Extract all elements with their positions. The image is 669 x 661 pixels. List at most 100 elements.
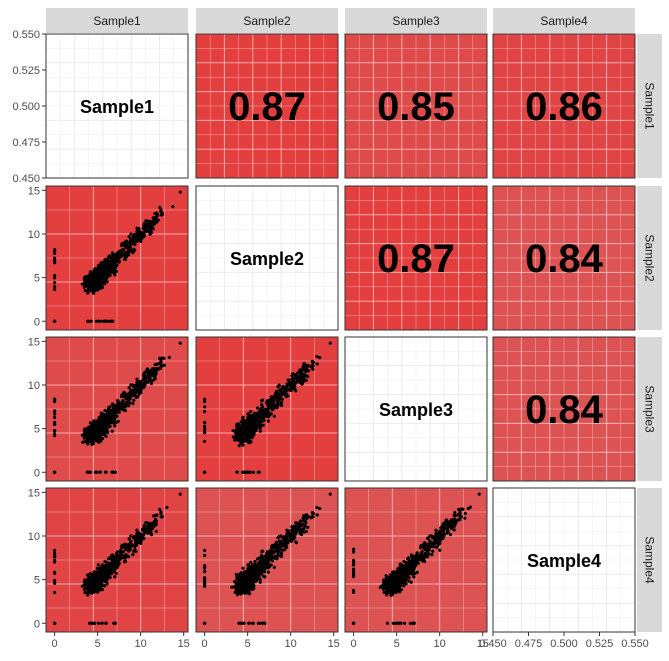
data-point: [128, 544, 132, 548]
data-point: [132, 535, 137, 539]
data-point: [296, 371, 300, 375]
data-point: [105, 280, 109, 284]
data-point: [235, 422, 240, 426]
data-point: [122, 403, 126, 407]
data-point: [268, 398, 273, 402]
data-point: [303, 369, 307, 373]
correlation-value: 0.87: [228, 85, 306, 129]
data-point: [299, 529, 303, 533]
data-point: [258, 429, 262, 433]
data-point: [303, 373, 307, 377]
data-point: [120, 242, 124, 246]
data-point: [97, 436, 102, 440]
data-point: [125, 252, 129, 256]
data-point: [123, 254, 127, 258]
data-point: [237, 583, 242, 587]
data-point: [112, 419, 117, 423]
data-point: [261, 423, 265, 427]
data-point: [146, 229, 150, 233]
data-point: [155, 513, 159, 518]
data-point: [203, 400, 207, 404]
data-point: [111, 404, 115, 408]
data-point: [246, 576, 250, 580]
data-point: [296, 376, 300, 380]
data-point: [142, 382, 146, 386]
data-point: [252, 574, 256, 578]
data-point: [53, 273, 57, 278]
data-point: [276, 554, 280, 558]
data-point: [83, 276, 87, 280]
panel-border: [195, 336, 339, 482]
data-point: [121, 399, 125, 403]
data-point: [286, 532, 290, 536]
data-point: [100, 587, 105, 592]
data-point: [97, 430, 101, 434]
data-point: [285, 528, 289, 532]
data-point: [290, 373, 294, 378]
data-point: [89, 577, 93, 581]
data-point: [131, 251, 135, 255]
data-point: [267, 406, 271, 410]
data-point: [88, 470, 93, 474]
data-point: [254, 426, 258, 430]
data-point: [264, 401, 269, 405]
data-point: [286, 541, 290, 545]
data-point: [235, 573, 240, 577]
diagonal-label: Sample2: [230, 249, 304, 269]
data-point: [311, 367, 315, 371]
data-point: [272, 565, 276, 569]
data-point: [159, 510, 163, 514]
data-point: [126, 403, 130, 407]
data-point: [288, 384, 292, 388]
data-point: [240, 591, 244, 595]
data-point: [92, 288, 96, 292]
data-point: [142, 372, 146, 377]
data-point: [279, 388, 283, 392]
data-point: [115, 414, 119, 418]
data-point: [237, 444, 241, 448]
data-point: [90, 621, 95, 625]
data-point: [103, 559, 107, 564]
data-point: [251, 621, 255, 625]
data-point: [97, 621, 101, 625]
data-point: [128, 401, 132, 405]
data-point: [254, 572, 258, 576]
data-point: [148, 376, 152, 380]
data-point: [203, 569, 207, 573]
data-point: [283, 538, 287, 542]
data-point: [100, 436, 105, 441]
data-point: [118, 255, 122, 259]
data-point: [294, 530, 298, 534]
data-point: [154, 217, 158, 221]
data-point: [283, 548, 287, 552]
data-point: [127, 386, 131, 390]
data-point: [315, 513, 319, 517]
data-point: [86, 589, 91, 593]
panel-border: [45, 336, 189, 482]
data-point: [203, 424, 207, 428]
data-point: [135, 226, 139, 230]
data-point: [300, 523, 304, 527]
data-point: [122, 252, 126, 256]
data-point: [202, 621, 207, 626]
data-point: [53, 434, 57, 438]
data-point: [89, 433, 93, 437]
data-point: [89, 319, 93, 323]
data-point: [104, 271, 108, 276]
data-point: [102, 568, 107, 573]
data-point: [178, 341, 182, 345]
data-point: [98, 433, 103, 438]
data-point: [139, 541, 143, 545]
panel-border: [45, 487, 189, 633]
data-point: [133, 242, 137, 247]
data-point: [146, 367, 150, 371]
scatter-points: [52, 341, 182, 475]
data-point: [124, 245, 128, 250]
diagonal-label: Sample1: [80, 97, 154, 117]
data-point: [112, 261, 116, 265]
column-strip-label: Sample1: [93, 14, 141, 28]
data-point: [270, 408, 274, 412]
data-point: [53, 287, 57, 292]
data-point: [102, 413, 106, 417]
data-point: [131, 402, 135, 406]
